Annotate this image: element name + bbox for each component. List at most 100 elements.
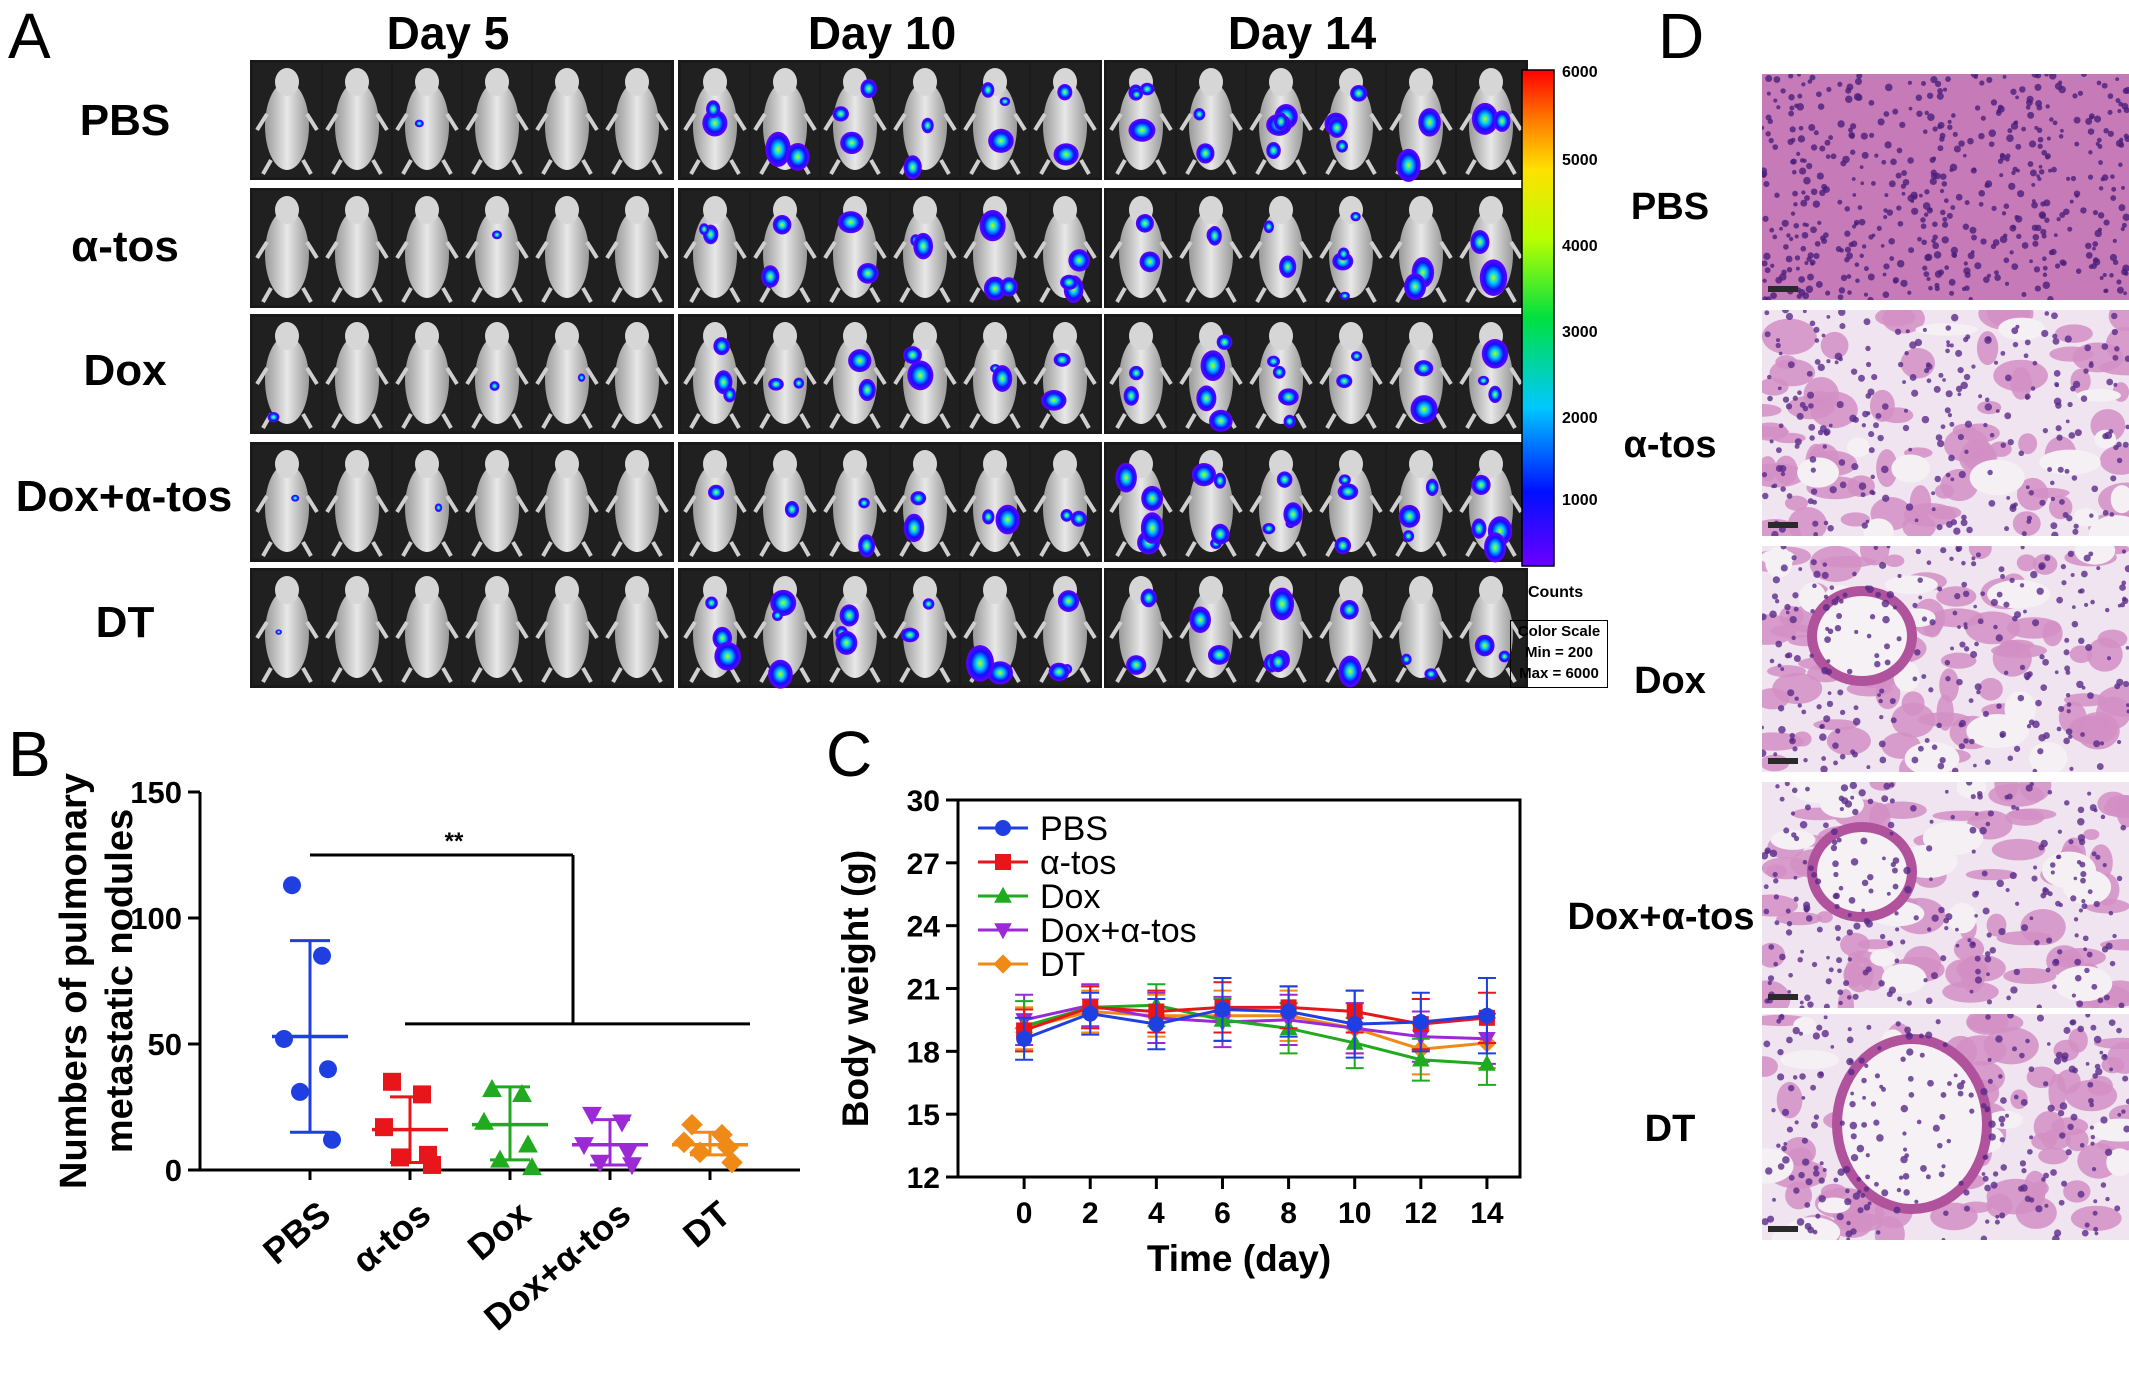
mouse-limb [1295,159,1307,175]
signal-spot [858,378,876,402]
mouse-limb [969,413,981,429]
mouse-limb [1013,112,1027,132]
colorbar-tick-3000: 3000 [1562,324,1598,341]
mouse-limb [1509,494,1523,514]
mouse-limb [1439,494,1453,514]
signal-spot [1141,485,1164,511]
mouse-limb [445,620,459,640]
mouse-limb [1159,240,1173,260]
histo-label-dox-alpha-tos: Dox+α-tos [1567,896,1755,938]
mouse-limb [441,541,453,557]
mouse-head [913,450,937,478]
mouse-limb [1039,159,1051,175]
y-axis-title: Body weight (g) [835,850,876,1127]
mouse-head [1479,576,1503,604]
signal-spot [1283,414,1296,428]
mouse-limb [331,159,343,175]
mouse-tile [603,445,671,559]
legend-swatch-marker [994,886,1012,903]
mouse-limb [585,366,599,386]
mouse-limb [1255,541,1267,557]
mouse-limb [869,667,881,683]
mouse-limb [759,541,771,557]
mouse-limb [1395,413,1407,429]
data-point [711,1123,733,1146]
mouse-tile [1457,445,1525,563]
mouse-head [555,450,579,478]
mouse-limb [401,541,413,557]
mouse-limb [1079,159,1091,175]
series-group [472,1079,548,1176]
mouse-tile [751,571,819,689]
day-label-5: Day 5 [386,7,510,59]
mouse-limb [963,240,977,260]
signal-spot [1267,355,1281,368]
mouse-body [335,590,379,678]
data-point [1412,1050,1430,1067]
mouse-limb [899,541,911,557]
mouse-limb [823,494,837,514]
signal-spot [770,589,797,616]
mouse-limb [371,541,383,557]
mouse-limb [683,494,697,514]
signal-spot [707,484,725,500]
mouse-limb [301,159,313,175]
signal-spot [1207,226,1222,246]
panel-letter-d: D [1658,0,1705,72]
legend-entry: PBS [978,810,1108,848]
mouse-tile [1387,317,1455,431]
signal-spot [848,349,872,373]
mouse-head [1199,68,1223,96]
signal-spot [900,627,920,643]
signal-spot [1053,352,1071,367]
mouse-limb [375,366,389,386]
row-label-alpha-tos: α-tos [71,222,179,271]
mouse-limb [651,287,663,303]
mouse-tile [1031,191,1099,305]
mouse-limb [471,413,483,429]
signal-spot [1283,502,1303,527]
mouse-limb [1255,159,1267,175]
mouse-head [345,450,369,478]
scale-bar [1768,758,1798,764]
mouse-limb [395,112,409,132]
histology-tile [1762,1014,2129,1240]
signal-spot [1334,537,1352,555]
data-point [1478,1007,1495,1024]
mouse-limb [605,240,619,260]
mouse-limb [1389,494,1403,514]
signal-spot [903,346,922,364]
mouse-tile [821,571,889,685]
signal-spot [1272,365,1286,379]
mouse-body [545,82,589,170]
mouse-limb [799,413,811,429]
signal-spot [903,155,922,180]
signal-spot [434,503,443,512]
mouse-limb [1083,366,1097,386]
mouse-head [485,322,509,350]
mouse-limb [301,541,313,557]
data-point [1478,1054,1496,1071]
mouse-tile [533,445,601,559]
mouse-head [275,450,299,478]
mouse-limb [873,494,887,514]
signal-spot [979,209,1006,242]
signal-spot [1401,653,1412,665]
histology-tile [1762,546,2129,772]
mouse-head [555,576,579,604]
scale-bar [1768,1226,1798,1232]
legend-swatch-marker [993,954,1013,974]
mouse-limb [733,240,747,260]
mouse-tile [681,317,749,431]
mouse-limb [1389,112,1403,132]
mouse-body [615,210,659,298]
signal-spot [1196,385,1217,412]
mouse-limb [753,112,767,132]
mouse-limb [655,494,669,514]
mouse-tile [1387,445,1455,559]
mouse-body [545,464,589,552]
mouse-tile [821,445,889,559]
data-point [423,1155,441,1174]
mouse-head [913,576,937,604]
signal-spot [1350,85,1368,102]
